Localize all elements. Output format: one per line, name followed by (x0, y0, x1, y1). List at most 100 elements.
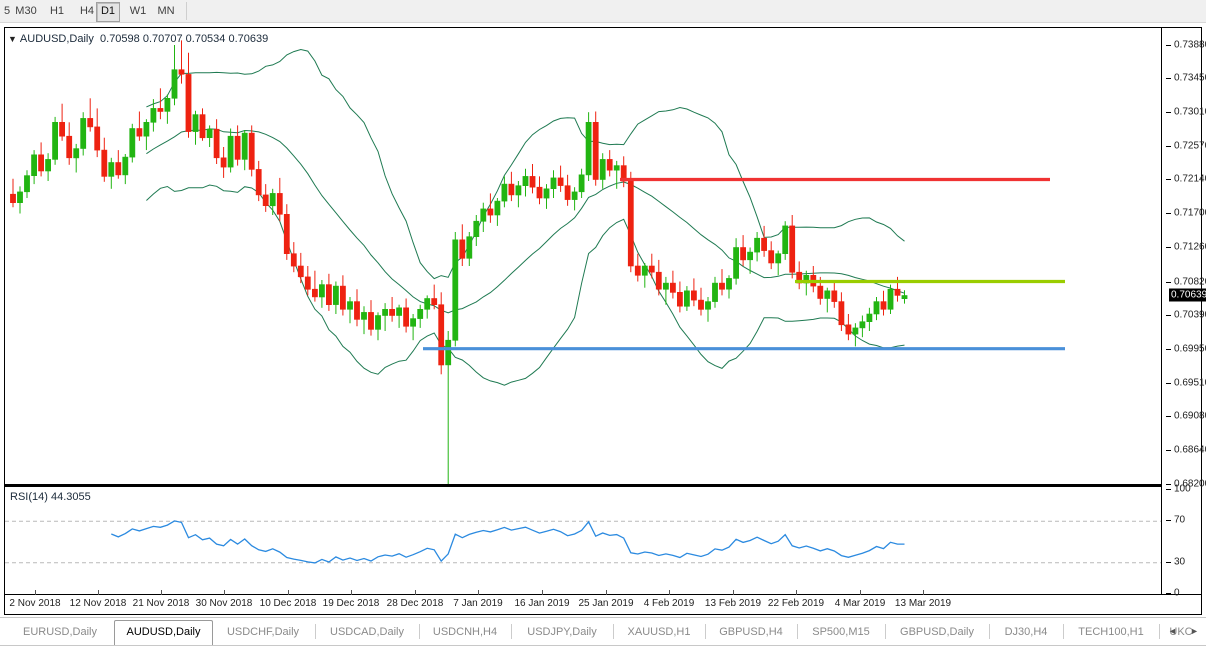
candle-body (234, 135, 241, 160)
candle-body (66, 135, 73, 159)
candle-body (150, 108, 157, 123)
candle-body (648, 265, 655, 273)
symbol-tab-usdcnh-h4[interactable]: USDCNH,H4 (432, 626, 498, 638)
candle-body (438, 304, 445, 366)
symbol-tab-eurusd-daily[interactable]: EURUSD,Daily (23, 626, 97, 638)
candle-body (283, 214, 290, 255)
rsi-chart-svg[interactable] (5, 487, 1161, 594)
candle-body (719, 282, 725, 290)
tab-separator (797, 624, 798, 639)
date-axis-tick (923, 590, 924, 595)
date-axis[interactable]: 2 Nov 2018 12 Nov 2018 21 Nov 2018 30 Nov 2… (5, 590, 1201, 614)
candle-body (101, 149, 108, 177)
candle-body (620, 165, 627, 182)
date-axis-label: 7 Jan 2019 (453, 598, 503, 609)
candle-body (712, 282, 718, 302)
candle-body (522, 176, 529, 186)
timeframe-button-mn[interactable]: MN (157, 5, 175, 17)
symbol-tab-usdjpy-daily[interactable]: USDJPY,Daily (527, 626, 597, 638)
pane-splitter[interactable] (5, 484, 1161, 487)
date-axis-tick (98, 590, 99, 595)
candle-body (698, 299, 704, 310)
symbol-tab-gbpusd-h4[interactable]: GBPUSD,H4 (719, 626, 783, 638)
date-axis-label: 13 Mar 2019 (894, 598, 952, 609)
candle-body (431, 298, 438, 305)
candle-body (248, 132, 255, 170)
candle-body (368, 312, 374, 330)
candle-body (311, 288, 318, 298)
candle-body (473, 220, 480, 237)
rsi-axis-label: 30 (1174, 556, 1186, 568)
candle-body (887, 288, 894, 310)
candle-body (655, 271, 662, 290)
symbol-tab-bar[interactable]: EURUSD,Daily AUDUSD,Daily USDCHF,Daily USDC… (0, 617, 1206, 647)
timeframe-button-w1[interactable]: W1 (129, 5, 147, 17)
symbol-tab-usdchf-daily[interactable]: USDCHF,Daily (226, 626, 300, 638)
date-axis-tick (733, 590, 734, 595)
candle-body (389, 308, 395, 316)
candle-body (564, 185, 571, 200)
symbol-tab-dj30-h4[interactable]: DJ30,H4 (1004, 626, 1048, 638)
tab-separator (1063, 624, 1064, 639)
candle-body (276, 193, 283, 215)
toolbar-separator (186, 2, 187, 20)
rsi-axis-tick (1166, 489, 1171, 490)
candle-body (452, 239, 459, 341)
symbol-tab-gbpusd-daily[interactable]: GBPUSD,Daily (900, 626, 974, 638)
candle-body (115, 162, 122, 176)
rsi-line (111, 520, 905, 564)
symbol-tab-xauusd-h1[interactable]: XAUUSD,H1 (627, 626, 691, 638)
symbol-tab-sp500-m15[interactable]: SP500,M15 (812, 626, 870, 638)
symbol-tab-ukc[interactable]: UKC (1169, 626, 1193, 638)
candle-body (332, 285, 339, 305)
chart-window[interactable]: 2 Nov 2018 12 Nov 2018 21 Nov 2018 30 Nov 2… (4, 27, 1202, 615)
timeframe-toolbar: 5 M30 H1 H4 D1 W1 MN (0, 0, 1206, 23)
date-axis-label: 16 Jan 2019 (514, 598, 570, 609)
candle-body (747, 251, 753, 261)
candle-body (571, 191, 578, 200)
symbol-tab-tech100-h1[interactable]: TECH100,H1 (1078, 626, 1144, 638)
candle-body (838, 301, 845, 326)
rsi-axis-tick (1166, 520, 1171, 522)
timeframe-button-d1[interactable]: D1 (96, 2, 120, 22)
date-axis-tick (606, 590, 607, 595)
timeframe-button-h4[interactable]: H4 (79, 5, 95, 17)
rsi-pane[interactable] (5, 487, 1161, 594)
tab-separator (1159, 624, 1160, 639)
candle-body (606, 159, 613, 171)
price-pane[interactable] (5, 28, 1161, 484)
price-axis-tick (1166, 348, 1171, 350)
candle-body (662, 282, 669, 290)
tab-scroll-next-icon[interactable]: ► (1190, 626, 1199, 636)
candle-body (297, 265, 304, 278)
date-axis-label: 10 Dec 2018 (259, 598, 317, 609)
date-axis-label: 25 Jan 2019 (578, 598, 634, 609)
candle-body (178, 69, 185, 75)
tab-scroll-prev-icon[interactable]: ◄ (1168, 626, 1177, 636)
candle-body (164, 98, 171, 112)
candle-body (585, 122, 592, 176)
candle-body (543, 188, 550, 199)
symbol-tab-usdcad-daily[interactable]: USDCAD,Daily (330, 626, 404, 638)
candle-body (325, 284, 332, 306)
candle-body (227, 135, 234, 168)
candle-body (536, 186, 543, 199)
timeframe-button-m30[interactable]: M30 (15, 5, 37, 17)
timeframe-button-5[interactable]: 5 (3, 5, 11, 17)
candle-body (10, 193, 16, 203)
collapse-icon[interactable]: ▼ (8, 34, 17, 44)
candle-body (269, 193, 276, 207)
date-axis-label: 13 Feb 2019 (704, 598, 762, 609)
price-axis-tick (1166, 484, 1171, 485)
current-price-label: 0.70639 (1169, 288, 1206, 302)
price-chart-svg[interactable] (5, 28, 1161, 484)
symbol-tab-audusd-daily[interactable]: AUDUSD,Daily (114, 620, 213, 646)
tab-separator (989, 624, 990, 639)
timeframe-button-h1[interactable]: H1 (49, 5, 65, 17)
candle-body (459, 239, 466, 259)
